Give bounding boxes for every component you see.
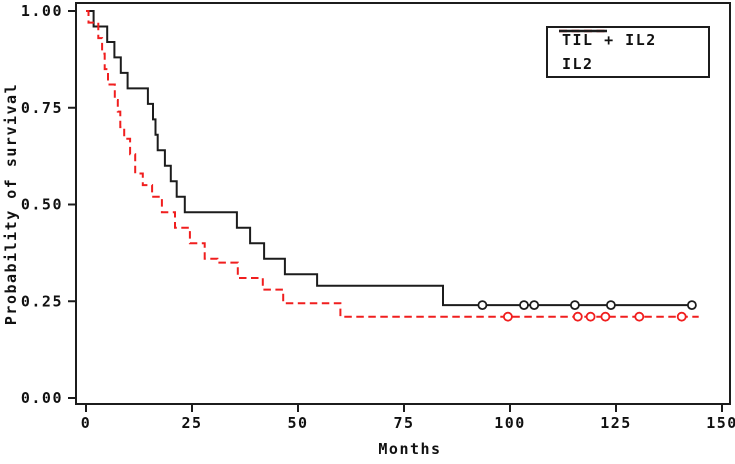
series-line-til-il2 (86, 10, 699, 318)
y-axis-ticks: 1.00 0.75 0.50 0.25 0.00 (21, 2, 76, 407)
censor-mark-il2 (529, 300, 540, 311)
y-tick-label: 0.75 (21, 99, 63, 117)
censor-mark-il2 (477, 300, 488, 311)
x-tick-label: 75 (393, 414, 414, 432)
censor-mark-til-il2 (676, 311, 687, 322)
y-tick-label: 0.50 (21, 196, 63, 214)
x-tick-label: 125 (600, 414, 632, 432)
censor-mark-til-il2 (585, 311, 596, 322)
series-line-il2 (86, 10, 693, 307)
x-axis-title: Months (378, 440, 441, 458)
y-tick-label: 0.25 (21, 292, 63, 310)
censor-marks (477, 300, 697, 322)
x-tick-label: 50 (287, 414, 308, 432)
censor-mark-til-il2 (600, 311, 611, 322)
censor-mark-til-il2 (502, 311, 513, 322)
censor-mark-il2 (519, 300, 529, 311)
censor-mark-il2 (606, 300, 616, 311)
legend-til-il2-label: TIL + IL2 (562, 31, 657, 49)
x-tick-label: 25 (181, 414, 202, 432)
legend-il2-line-sample (559, 29, 607, 33)
y-axis-title: Probability of survival (2, 83, 20, 325)
censor-mark-til-il2 (634, 311, 645, 322)
y-tick-label: 0.00 (21, 389, 63, 407)
survival-curves (86, 10, 699, 318)
censor-mark-il2 (570, 300, 580, 311)
x-tick-label: 0 (81, 414, 92, 432)
legend-box: TIL + IL2 IL2 (546, 26, 710, 78)
x-tick-label: 100 (494, 414, 526, 432)
censor-mark-til-il2 (572, 311, 583, 322)
censor-mark-il2 (687, 300, 697, 311)
legend-entry-il2: IL2 (548, 29, 708, 75)
x-tick-label: 150 (706, 414, 735, 432)
x-axis-ticks: 0 25 50 75 100 125 150 (81, 404, 735, 432)
y-tick-label: 1.00 (21, 2, 63, 20)
legend-il2-label: IL2 (562, 55, 594, 73)
